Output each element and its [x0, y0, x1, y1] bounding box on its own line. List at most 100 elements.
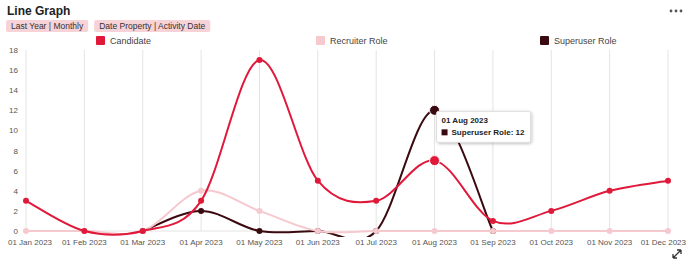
y-tick-label: 8	[14, 147, 19, 156]
x-tick-label: 01 Jun 2023	[296, 238, 341, 247]
series-line	[26, 60, 668, 235]
grid-line	[434, 50, 435, 231]
y-tick-label: 0	[14, 227, 19, 236]
y-tick-label: 16	[9, 66, 18, 75]
tooltip-text: Superuser Role: 12	[452, 128, 525, 137]
point[interactable]	[23, 228, 29, 234]
tooltip-swatch	[442, 129, 448, 135]
title: Line Graph	[7, 4, 70, 18]
point[interactable]	[256, 57, 262, 63]
y-tick	[22, 50, 24, 51]
tooltip: 01 Aug 2023 Superuser Role: 12	[437, 111, 531, 142]
x-tick-label: 01 Aug 2023	[412, 238, 457, 247]
x-tick-label: 01 Mar 2023	[120, 238, 165, 247]
point[interactable]	[198, 198, 204, 204]
y-tick	[22, 190, 24, 191]
point[interactable]	[23, 198, 29, 204]
point[interactable]	[607, 188, 613, 194]
point[interactable]	[315, 228, 321, 234]
x-tick-label: 01 Nov 2023	[587, 238, 633, 247]
y-tick	[22, 210, 24, 211]
grid-line	[609, 50, 610, 231]
menu-dot[interactable]	[670, 10, 673, 13]
expand-icon[interactable]	[673, 250, 681, 258]
point[interactable]	[373, 228, 379, 234]
filter-chip: Date Property | Activity Date	[94, 20, 210, 32]
legend-swatch	[540, 36, 549, 45]
y-tick-label: 10	[9, 126, 18, 135]
chart: Line Graph Last Year | Monthly Date Proper…	[0, 0, 688, 266]
series	[23, 57, 671, 235]
filter-chip-bg	[94, 20, 210, 32]
point[interactable]	[140, 228, 146, 234]
grid-line	[26, 50, 27, 231]
grid-line	[142, 50, 143, 231]
y-tick-label: 14	[9, 86, 18, 95]
point[interactable]	[81, 228, 87, 234]
y-tick-label: 18	[9, 46, 18, 55]
series	[140, 105, 496, 237]
point[interactable]	[315, 178, 321, 184]
point[interactable]	[140, 228, 146, 234]
menu-dot[interactable]	[675, 10, 678, 13]
tooltip-box	[437, 111, 531, 142]
point[interactable]	[198, 208, 204, 214]
x-tick-label: 01 Feb 2023	[62, 238, 107, 247]
series	[23, 188, 671, 234]
series-line	[26, 190, 668, 234]
x-tick-label: 01 Dec 2023	[641, 238, 687, 247]
point[interactable]	[665, 228, 671, 234]
grid-line	[551, 50, 552, 231]
y-tick	[22, 170, 24, 171]
point[interactable]	[490, 218, 496, 224]
point[interactable]	[140, 228, 146, 234]
tooltip-title: 01 Aug 2023	[442, 116, 489, 125]
point[interactable]	[490, 228, 496, 234]
legend-label[interactable]: Candidate	[110, 36, 151, 46]
point[interactable]	[256, 228, 262, 234]
y-tick-label: 2	[14, 207, 19, 216]
filter-label: Last Year | Monthly	[11, 21, 84, 31]
filter-chip: Last Year | Monthly	[6, 20, 88, 32]
point[interactable]	[665, 178, 671, 184]
legend-label[interactable]: Superuser Role	[554, 36, 617, 46]
legend-swatch	[96, 36, 105, 45]
point[interactable]	[81, 228, 87, 234]
point[interactable]	[373, 228, 379, 234]
point[interactable]	[607, 228, 613, 234]
grid-line	[201, 50, 202, 231]
point[interactable]	[548, 208, 554, 214]
legend-swatch	[316, 36, 325, 45]
point[interactable]	[430, 156, 440, 166]
menu-dot[interactable]	[680, 10, 683, 13]
grid-line	[376, 50, 377, 231]
filter-label: Date Property | Activity Date	[99, 21, 205, 31]
grid-line	[84, 50, 85, 231]
grid-line	[259, 50, 260, 231]
point[interactable]	[256, 208, 262, 214]
point[interactable]	[315, 228, 321, 234]
point[interactable]	[548, 228, 554, 234]
x-tick-label: 01 Apr 2023	[180, 238, 224, 247]
filter-chip-bg	[6, 20, 88, 32]
y-tick-label: 12	[9, 106, 18, 115]
y-tick	[22, 110, 24, 111]
plot-area	[23, 57, 671, 237]
x-tick-label: 01 May 2023	[236, 238, 283, 247]
x-tick-label: 01 Jan 2023	[8, 238, 53, 247]
y-tick	[22, 90, 24, 91]
point[interactable]	[432, 228, 438, 234]
point[interactable]	[490, 228, 496, 234]
y-tick-label: 6	[14, 167, 19, 176]
grid-line	[668, 50, 669, 231]
y-tick-label: 4	[14, 187, 19, 196]
x-tick-label: 01 Sep 2023	[470, 238, 516, 247]
x-tick-label: 01 Oct 2023	[529, 238, 573, 247]
point[interactable]	[198, 188, 204, 194]
y-tick	[22, 150, 24, 151]
y-tick	[22, 70, 24, 71]
point[interactable]	[373, 198, 379, 204]
y-tick	[22, 130, 24, 131]
grid-line	[317, 50, 318, 231]
legend-label[interactable]: Recruiter Role	[330, 36, 388, 46]
